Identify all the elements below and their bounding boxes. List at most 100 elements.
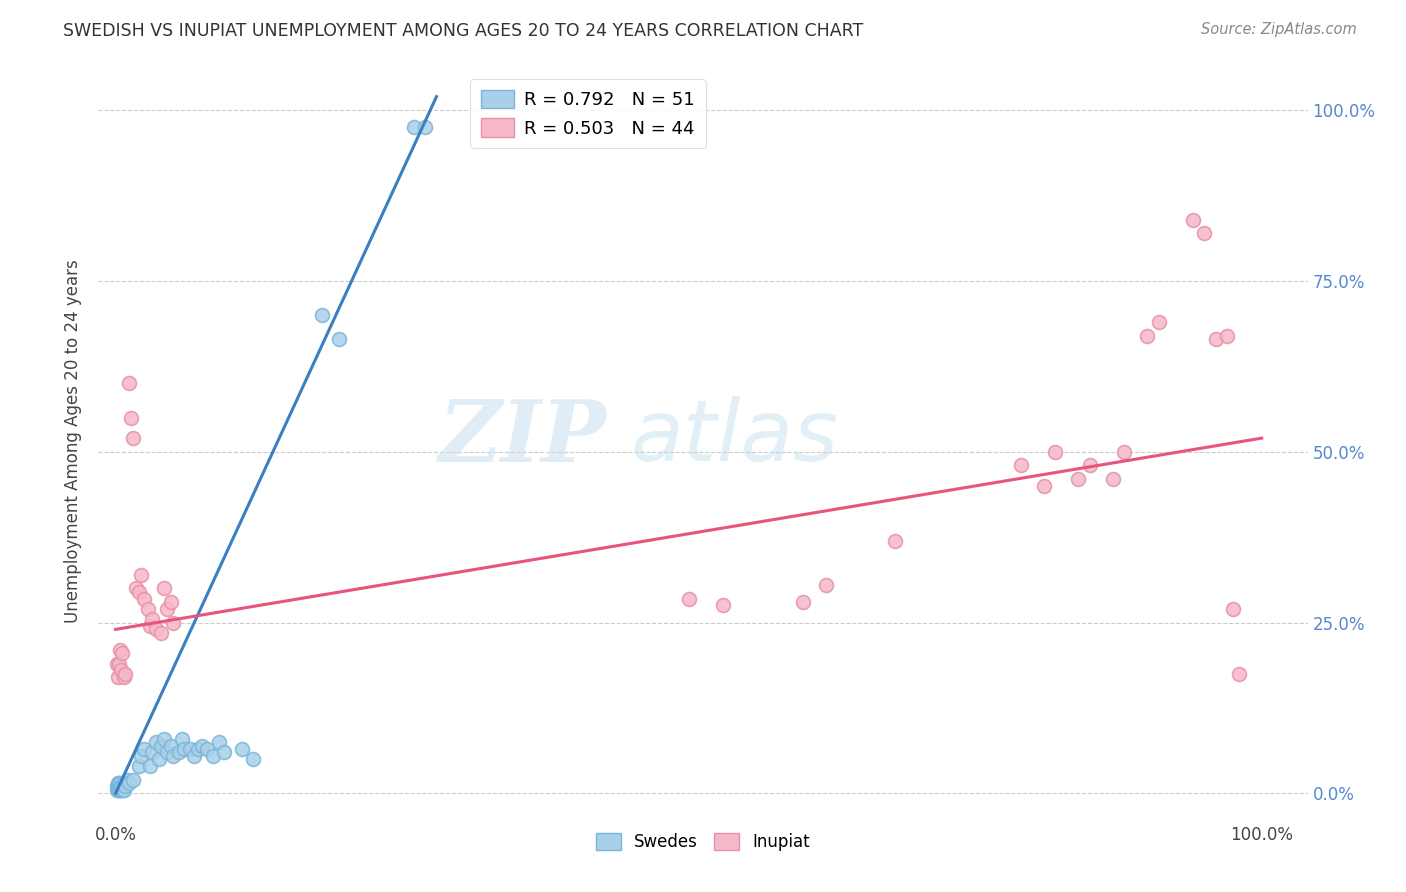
Point [1101,472,1123,486]
Point [121,772,143,787]
Point [134,591,156,606]
Point [494,120,516,135]
Point [105,780,128,794]
Point [1181,212,1204,227]
Point [195,742,218,756]
Point [114,666,136,681]
Point [173,742,195,756]
Point [328,332,350,346]
Point [311,308,333,322]
Point [242,752,264,766]
Point [152,582,174,596]
Point [1222,602,1244,616]
Point [139,759,162,773]
Text: Source: ZipAtlas.com: Source: ZipAtlas.com [1201,22,1357,37]
Point [128,584,150,599]
Point [1227,666,1250,681]
Point [107,670,129,684]
Point [159,595,181,609]
Point [1194,226,1216,240]
Point [120,410,142,425]
Point [121,431,143,445]
Point [134,742,156,756]
Point [1045,444,1067,458]
Legend: Swedes, Inupiat: Swedes, Inupiat [589,826,817,858]
Point [214,745,236,759]
Point [145,735,167,749]
Point [159,739,181,753]
Point [139,619,162,633]
Point [110,664,132,678]
Point [105,657,128,671]
Point [129,567,152,582]
Point [110,783,132,797]
Point [187,742,209,756]
Point [1216,328,1239,343]
Point [128,759,150,773]
Point [179,742,201,756]
Point [105,783,128,797]
Point [115,772,138,787]
Point [112,776,135,790]
Point [711,599,734,613]
Point [112,783,135,797]
Point [413,120,436,135]
Y-axis label: Unemployment Among Ages 20 to 24 years: Unemployment Among Ages 20 to 24 years [65,260,83,624]
Point [111,780,134,794]
Point [202,748,225,763]
Point [108,776,131,790]
Point [108,780,131,794]
Point [156,602,179,616]
Point [107,776,129,790]
Point [141,612,163,626]
Point [1114,444,1136,458]
Point [1147,315,1170,329]
Text: SWEDISH VS INUPIAT UNEMPLOYMENT AMONG AGES 20 TO 24 YEARS CORRELATION CHART: SWEDISH VS INUPIAT UNEMPLOYMENT AMONG AG… [63,22,863,40]
Text: ZIP: ZIP [439,396,606,480]
Point [111,783,134,797]
Text: atlas: atlas [630,396,838,479]
Point [125,582,148,596]
Point [156,745,179,759]
Point [118,776,141,790]
Point [108,780,131,794]
Point [108,783,131,797]
Point [150,625,173,640]
Point [118,376,141,391]
Point [114,780,136,794]
Point [792,595,814,609]
Point [1033,479,1056,493]
Point [107,780,129,794]
Point [112,670,135,684]
Point [150,739,173,753]
Point [183,748,205,763]
Point [1067,472,1090,486]
Point [884,533,907,548]
Point [148,752,170,766]
Point [1078,458,1101,473]
Point [108,783,131,797]
Point [815,578,838,592]
Point [108,657,131,671]
Point [231,742,253,756]
Point [678,591,700,606]
Point [145,623,167,637]
Point [110,780,132,794]
Point [136,602,159,616]
Point [167,745,190,759]
Point [111,646,134,660]
Point [162,615,184,630]
Point [402,120,425,135]
Point [1136,328,1159,343]
Point [1205,332,1227,346]
Point [108,776,131,790]
Point [152,731,174,746]
Point [129,748,152,763]
Point [172,731,194,746]
Point [208,735,231,749]
Point [1010,458,1032,473]
Point [108,643,131,657]
Point [190,739,212,753]
Point [107,783,129,797]
Point [141,745,163,759]
